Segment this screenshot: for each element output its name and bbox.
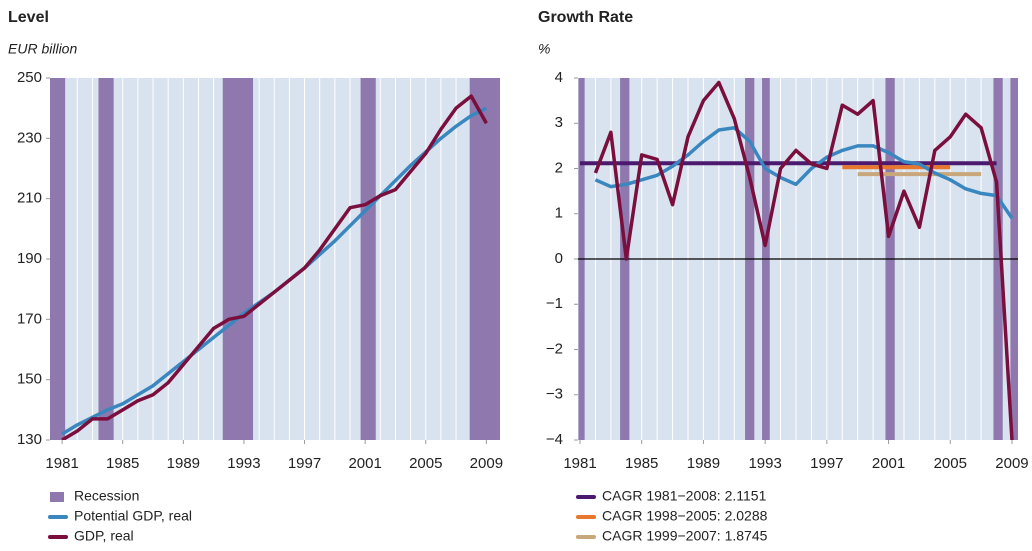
chart-title: Growth Rate	[538, 9, 633, 26]
y-tick-label: −3	[546, 386, 563, 403]
plot-area	[50, 78, 500, 440]
y-tick-label: 1	[555, 205, 563, 222]
x-tick-label: 2009	[995, 455, 1028, 472]
x-tick-label: 1997	[288, 455, 321, 472]
legend-label: GDP, real	[74, 528, 134, 544]
recession-band	[98, 78, 114, 440]
series-line	[593, 80, 1014, 440]
legend-label: CAGR 1998−2005: 2.0288	[602, 508, 768, 524]
x-tick-label: 2005	[409, 455, 442, 472]
x-tick-label: 1981	[563, 455, 596, 472]
x-tick-label: 2001	[872, 455, 905, 472]
legend-label: Potential GDP, real	[74, 508, 192, 524]
y-tick-label: −1	[546, 295, 563, 312]
recession-band	[50, 78, 66, 440]
y-axis-label: EUR billion	[8, 41, 77, 57]
recession-band	[360, 78, 376, 440]
plot-background	[50, 78, 500, 440]
x-tick-label: 2001	[348, 455, 381, 472]
legend-swatch	[50, 492, 64, 502]
recession-band	[469, 78, 500, 440]
series-line	[594, 126, 1014, 220]
y-tick-label: 250	[17, 69, 42, 86]
x-tick-label: 1993	[748, 455, 781, 472]
x-tick-label: 2009	[470, 455, 503, 472]
legend-label: CAGR 1981−2008: 2.1151	[602, 488, 767, 504]
y-tick-label: 3	[555, 114, 563, 131]
legend-label: CAGR 1999−2007: 1.8745	[602, 528, 768, 544]
x-tick-label: 1997	[810, 455, 843, 472]
x-tick-label: 1981	[45, 455, 78, 472]
y-tick-label: 4	[555, 69, 563, 86]
chart-title: Level	[8, 9, 49, 26]
y-tick-label: 230	[17, 129, 42, 146]
x-tick-label: 1985	[625, 455, 658, 472]
recession-band	[222, 78, 254, 440]
x-tick-label: 1989	[687, 455, 720, 472]
x-tick-label: 1989	[167, 455, 200, 472]
y-tick-label: −2	[546, 340, 563, 357]
y-tick-label: 170	[17, 310, 42, 327]
x-tick-label: 2005	[934, 455, 967, 472]
y-tick-label: 130	[17, 431, 42, 448]
y-tick-label: 190	[17, 250, 42, 267]
y-tick-label: 2	[555, 159, 563, 176]
plot-area	[578, 78, 1018, 440]
x-tick-label: 1985	[106, 455, 139, 472]
y-axis-label: %	[538, 41, 550, 57]
y-tick-label: −4	[546, 431, 563, 448]
x-tick-label: 1993	[227, 455, 260, 472]
y-tick-label: 150	[17, 371, 42, 388]
series-line	[61, 94, 488, 440]
legend-label: Recession	[74, 488, 139, 504]
y-tick-label: 0	[555, 250, 563, 267]
y-tick-label: 210	[17, 190, 42, 207]
